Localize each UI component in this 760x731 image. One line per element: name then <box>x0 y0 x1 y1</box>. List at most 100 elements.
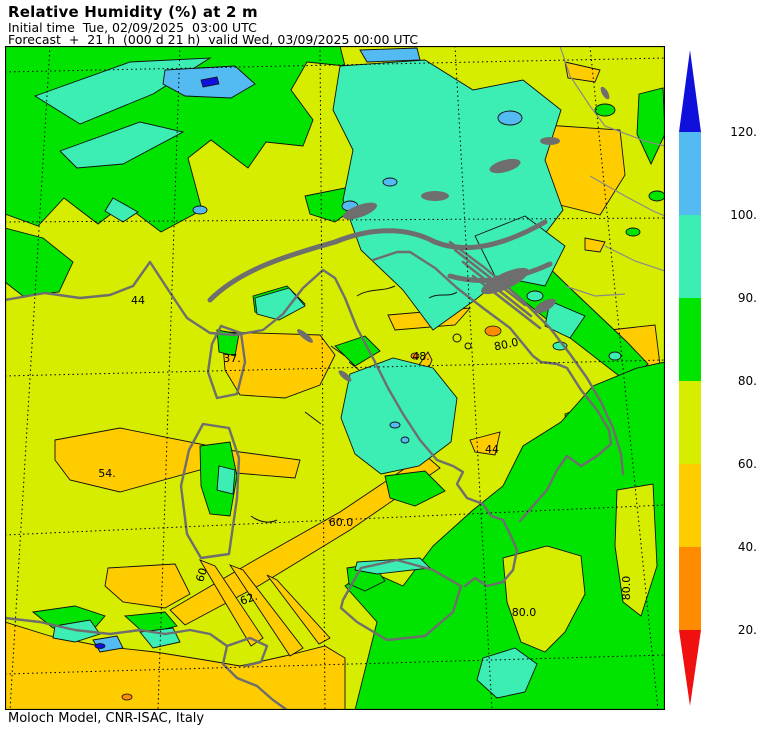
coastlines <box>3 45 666 712</box>
dark-blue-dash-alps <box>200 76 220 88</box>
humidity-map-canvas: 44 37. 48. 54. 60.0 44 80.0 80.0 80.0 60… <box>3 45 666 712</box>
contour-ring <box>452 333 462 343</box>
green-patch-corsica <box>216 329 240 357</box>
amber-regions <box>4 61 661 711</box>
contour-squiggles <box>250 285 472 523</box>
amber-patch-balkans-b <box>584 237 606 253</box>
colorbar-segment-90-100 <box>679 215 701 298</box>
contour-label: 80.0 <box>493 336 520 354</box>
parallel-line <box>4 217 666 223</box>
forecast-valid-line: Forecast + 21 h (000 d 21 h) valid Wed, … <box>8 32 419 47</box>
colorbar-segment-80-90 <box>679 298 701 381</box>
amber-blob-sicily-channel <box>104 563 191 609</box>
green-patch-africa-b <box>123 611 178 635</box>
amber-region-corsica-east <box>221 331 336 399</box>
alps-ridge-line <box>332 228 438 245</box>
terrain-blob <box>540 137 560 145</box>
turquoise-streak-sicily-north <box>354 557 431 575</box>
lat-lon-graticule <box>4 45 666 711</box>
meridian-line <box>589 45 659 711</box>
coast-croatia-albania <box>448 240 625 476</box>
turquoise-streak-france-b <box>59 121 185 169</box>
contour-label: 54. <box>98 467 116 480</box>
coast-sardinia <box>179 422 241 560</box>
yellow-enclave-ionian <box>502 545 586 653</box>
orange-spot <box>121 693 133 701</box>
colorbar-tick: 20. <box>738 623 757 637</box>
turquoise-region-apennines <box>340 357 458 475</box>
contour-line <box>356 285 396 297</box>
sky-blue-streak-top <box>359 47 421 63</box>
coast-corsica <box>206 324 247 400</box>
green-patch-right-edge-top <box>636 87 666 166</box>
contour-label: 60 <box>193 566 210 583</box>
amber-streak-2 <box>228 564 304 657</box>
contour-label: 60.0 <box>329 516 354 529</box>
turquoise-patch-ionian <box>476 647 538 699</box>
dark-blue-spots <box>94 76 220 649</box>
contour-line <box>250 515 278 523</box>
humidity-map: 44 37. 48. 54. 60.0 44 80.0 80.0 80.0 60… <box>3 45 666 712</box>
green-spot <box>625 227 641 237</box>
turquoise-patch-adriatic-b <box>544 300 586 339</box>
contour-line <box>428 291 458 299</box>
parallel-line <box>4 359 666 377</box>
turquoise-patch-sardinia <box>216 465 236 495</box>
colorbar-tick: 60. <box>738 457 757 471</box>
amber-band-tyrrhenian <box>169 454 441 626</box>
parallel-line <box>4 57 666 73</box>
colorbar-tick: 80. <box>738 374 757 388</box>
orange-spot <box>484 325 502 337</box>
terrain-blob <box>481 267 529 295</box>
turquoise-patch-genoa <box>254 287 306 321</box>
terrain-blob <box>534 298 556 314</box>
terrain-blob <box>489 158 521 174</box>
colorbar-tick-labels: 120. 100. 90. 80. 60. 40. 20. <box>730 125 757 637</box>
map-frame <box>4 45 666 711</box>
orange-spot <box>410 352 420 360</box>
colorbar-segments <box>679 50 701 706</box>
turquoise-spot-balkans <box>608 351 622 361</box>
green-spot <box>594 103 616 117</box>
contour-label: 37. <box>223 352 241 365</box>
coast-france-italy-west <box>3 260 519 588</box>
green-spot <box>648 190 666 202</box>
green-fringe-apennines-s <box>384 470 446 507</box>
initial-time-line: Initial time Tue, 02/09/2025 03:00 UTC <box>8 20 257 35</box>
amber-streak-1 <box>198 559 264 647</box>
meridian-line <box>9 45 51 711</box>
sky-blue-spot-apennines <box>389 421 401 429</box>
alps-terrain-shading <box>207 86 610 382</box>
contour-label: 62. <box>238 590 259 608</box>
terrain-blob <box>600 86 610 100</box>
sky-blue-spot-apennines <box>400 436 410 444</box>
contour-label: 48. <box>412 350 430 363</box>
colorbar-segment-100-120 <box>679 132 701 215</box>
contour-label: 80.0 <box>620 576 633 601</box>
terrain-blob <box>297 329 313 343</box>
colorbar: 120. 100. 90. 80. 60. 40. 20. <box>670 44 760 716</box>
meridian-line <box>454 45 493 711</box>
political-borders-ne <box>559 45 666 297</box>
terrain-blob <box>342 202 378 220</box>
contour-label: 80.0 <box>512 606 537 619</box>
colorbar-segment-40-60 <box>679 464 701 547</box>
contour-label: 44 <box>485 443 499 456</box>
contour-labels: 44 37. 48. 54. 60.0 44 80.0 80.0 80.0 60… <box>98 294 633 619</box>
dark-blue-spot-tunisia <box>94 643 106 649</box>
sky-blue-spot-alps <box>192 205 208 215</box>
colorbar-segment-20-40 <box>679 547 701 630</box>
croatian-islands <box>453 248 542 330</box>
coast-north-africa <box>3 616 289 712</box>
coast-cape-bon <box>225 636 269 668</box>
colorbar-tick: 40. <box>738 540 757 554</box>
terrain-blob <box>421 191 449 201</box>
terrain-blob <box>338 370 352 382</box>
model-credit: Moloch Model, CNR-ISAC, Italy <box>8 711 205 726</box>
green-fringe-apennines-n <box>334 335 381 367</box>
turquoise-spot-balkans <box>526 290 544 302</box>
page-title: Relative Humidity (%) at 2 m <box>8 3 258 21</box>
colorbar-segment-60-80 <box>679 381 701 464</box>
alps-ridge-line <box>432 219 548 251</box>
